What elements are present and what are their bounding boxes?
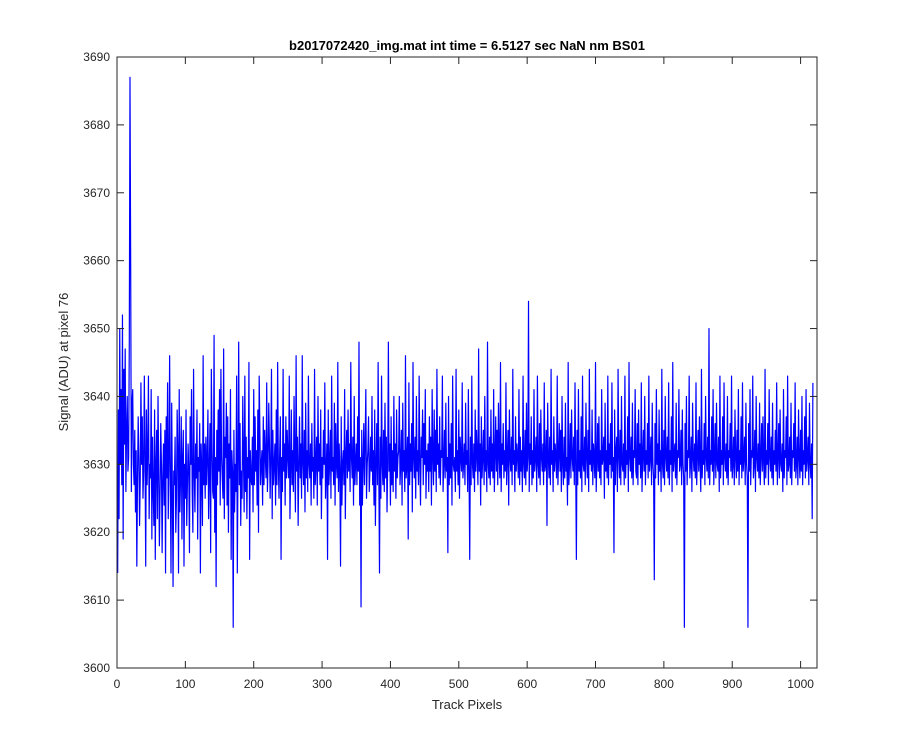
y-tick-label: 3610	[83, 593, 110, 607]
y-axis-ticks: 3600 3610 3620 3630 3640 3650 3660 3670 3680 3690	[83, 50, 817, 675]
y-tick-label: 3620	[83, 525, 110, 539]
x-tick-label: 700	[586, 677, 606, 691]
y-tick-label: 3600	[83, 661, 110, 675]
x-tick-label: 0	[114, 677, 121, 691]
y-tick-label: 3630	[83, 457, 110, 471]
x-axis-label: Track Pixels	[432, 697, 503, 712]
y-axis-label: Signal (ADU) at pixel 76	[56, 293, 71, 432]
chart-title: b2017072420_img.mat int time = 6.5127 se…	[289, 38, 645, 53]
series-layer	[117, 76, 814, 628]
plot-area	[117, 57, 817, 668]
x-tick-label: 1000	[787, 677, 814, 691]
x-tick-label: 200	[244, 677, 264, 691]
x-tick-label: 400	[380, 677, 400, 691]
axes-box	[116, 56, 818, 669]
x-tick-label: 500	[449, 677, 469, 691]
y-tick-label: 3690	[83, 50, 110, 64]
y-tick-label: 3660	[83, 254, 110, 268]
y-tick-label: 3650	[83, 322, 110, 336]
x-tick-label: 800	[654, 677, 674, 691]
y-tick-label: 3670	[83, 186, 110, 200]
y-tick-label: 3680	[83, 118, 110, 132]
y-tick-label: 3640	[83, 389, 110, 403]
x-tick-label: 100	[175, 677, 195, 691]
x-tick-label: 900	[722, 677, 742, 691]
series-line-0	[117, 76, 814, 628]
x-tick-label: 300	[312, 677, 332, 691]
x-axis-ticks: 0 100 200 300 400 500 600 700 800 900 1000	[114, 57, 814, 691]
x-tick-label: 600	[517, 677, 537, 691]
